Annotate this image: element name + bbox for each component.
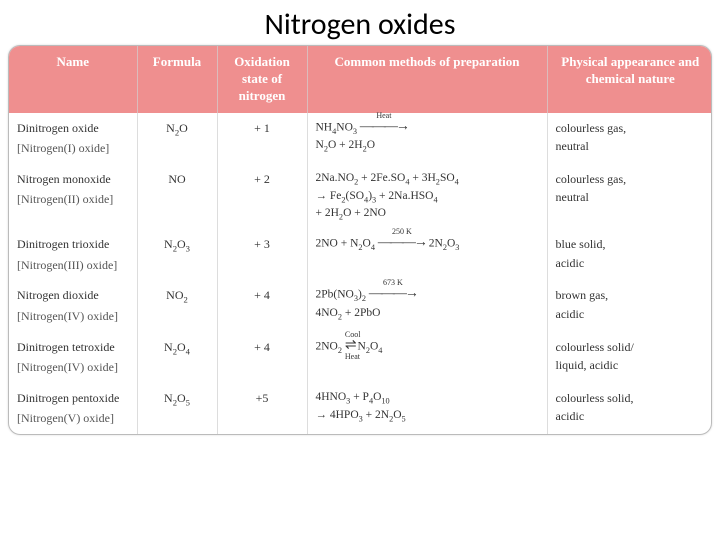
cell-preparation: 2NO2 Cool⇌Heat N2O4 (307, 332, 547, 383)
cell-preparation: 2NO + N2O4 250 K———→ 2N2O3 (307, 229, 547, 280)
name-main: Dinitrogen tetroxide (17, 338, 129, 357)
phys-line: acidic (556, 305, 706, 324)
name-main: Dinitrogen oxide (17, 119, 129, 138)
cell-formula: N2O4 (137, 332, 217, 383)
phys-line: brown gas, (556, 286, 706, 305)
cell-physical: brown gas,acidic (547, 280, 712, 331)
name-alt: [Nitrogen(V) oxide] (17, 409, 129, 428)
name-alt: [Nitrogen(II) oxide] (17, 190, 129, 209)
cell-physical: colourless gas,neutral (547, 113, 712, 164)
nitrogen-oxides-table: Name Formula Oxidation state of nitrogen… (9, 46, 712, 434)
table-header: Name Formula Oxidation state of nitrogen… (9, 46, 712, 113)
prep-line: → 4HPO3 + 2N2O5 (316, 407, 539, 425)
col-header-physical: Physical appearance and chemical nature (547, 46, 712, 113)
cell-formula: NO (137, 164, 217, 229)
phys-line: acidic (556, 407, 706, 426)
cell-name: Dinitrogen pentoxide[Nitrogen(V) oxide] (9, 383, 137, 434)
cell-name: Dinitrogen tetroxide[Nitrogen(IV) oxide] (9, 332, 137, 383)
table-row: Dinitrogen trioxide [Nitrogen(III) oxide]… (9, 229, 712, 280)
phys-line: colourless solid, (556, 389, 706, 408)
prep-line: 2NO2 Cool⇌Heat N2O4 (316, 338, 539, 356)
name-main: Dinitrogen pentoxide (17, 389, 129, 408)
cell-preparation: NH4NO3 Heat———→N2O + 2H2O (307, 113, 547, 164)
table-row: Nitrogen dioxide [Nitrogen(IV) oxide] NO2+… (9, 280, 712, 331)
cell-name: Nitrogen dioxide [Nitrogen(IV) oxide] (9, 280, 137, 331)
cell-oxidation: + 2 (217, 164, 307, 229)
name-alt: [Nitrogen(III) oxide] (17, 256, 129, 275)
cell-formula: N2O5 (137, 383, 217, 434)
cell-preparation: 2Na.NO2 + 2Fe.SO4 + 3H2SO4→ Fe2(SO4)3 + … (307, 164, 547, 229)
cell-oxidation: + 4 (217, 332, 307, 383)
name-main: Nitrogen dioxide (17, 286, 129, 305)
table-row: Dinitrogen pentoxide[Nitrogen(V) oxide]N… (9, 383, 712, 434)
cell-physical: colourless solid,acidic (547, 383, 712, 434)
col-header-oxidation: Oxidation state of nitrogen (217, 46, 307, 113)
phys-line: neutral (556, 137, 706, 156)
cell-name: Nitrogen monoxide[Nitrogen(II) oxide] (9, 164, 137, 229)
cell-oxidation: + 3 (217, 229, 307, 280)
prep-line: NH4NO3 Heat———→ (316, 119, 539, 137)
phys-line: colourless solid/ (556, 338, 706, 357)
page-title: Nitrogen oxides (0, 0, 720, 45)
cell-physical: colourless gas,neutral (547, 164, 712, 229)
cell-name: Dinitrogen trioxide [Nitrogen(III) oxide] (9, 229, 137, 280)
name-alt: [Nitrogen(IV) oxide] (17, 358, 129, 377)
cell-physical: blue solid,acidic (547, 229, 712, 280)
name-alt: [Nitrogen(IV) oxide] (17, 307, 129, 326)
cell-formula: NO2 (137, 280, 217, 331)
prep-line: 4NO2 + 2PbO (316, 305, 539, 323)
phys-line: blue solid, (556, 235, 706, 254)
name-alt: [Nitrogen(I) oxide] (17, 139, 129, 158)
phys-line: colourless gas, (556, 170, 706, 189)
cell-physical: colourless solid/liquid, acidic (547, 332, 712, 383)
cell-formula: N2O3 (137, 229, 217, 280)
prep-line: 2Na.NO2 + 2Fe.SO4 + 3H2SO4 (316, 170, 539, 188)
cell-oxidation: +5 (217, 383, 307, 434)
prep-line: + 2H2O + 2NO (316, 205, 539, 223)
name-main: Nitrogen monoxide (17, 170, 129, 189)
phys-line: neutral (556, 188, 706, 207)
col-header-name: Name (9, 46, 137, 113)
table-body: Dinitrogen oxide[Nitrogen(I) oxide]N2O+ … (9, 113, 712, 434)
table-row: Nitrogen monoxide[Nitrogen(II) oxide]NO+… (9, 164, 712, 229)
cell-preparation: 2Pb(NO3)2 673 K———→4NO2 + 2PbO (307, 280, 547, 331)
prep-line: N2O + 2H2O (316, 137, 539, 155)
prep-line: 2Pb(NO3)2 673 K———→ (316, 286, 539, 304)
table-row: Dinitrogen oxide[Nitrogen(I) oxide]N2O+ … (9, 113, 712, 164)
cell-name: Dinitrogen oxide[Nitrogen(I) oxide] (9, 113, 137, 164)
prep-line: → Fe2(SO4)3 + 2Na.HSO4 (316, 188, 539, 206)
nitrogen-oxides-table-container: Name Formula Oxidation state of nitrogen… (8, 45, 712, 435)
phys-line: colourless gas, (556, 119, 706, 138)
cell-oxidation: + 4 (217, 280, 307, 331)
cell-formula: N2O (137, 113, 217, 164)
cell-preparation: 4HNO3 + P4O10→ 4HPO3 + 2N2O5 (307, 383, 547, 434)
phys-line: liquid, acidic (556, 356, 706, 375)
cell-oxidation: + 1 (217, 113, 307, 164)
name-main: Dinitrogen trioxide (17, 235, 129, 254)
table-row: Dinitrogen tetroxide[Nitrogen(IV) oxide]… (9, 332, 712, 383)
prep-line: 2NO + N2O4 250 K———→ 2N2O3 (316, 235, 539, 253)
col-header-formula: Formula (137, 46, 217, 113)
phys-line: acidic (556, 254, 706, 273)
col-header-preparation: Common methods of preparation (307, 46, 547, 113)
prep-line: 4HNO3 + P4O10 (316, 389, 539, 407)
